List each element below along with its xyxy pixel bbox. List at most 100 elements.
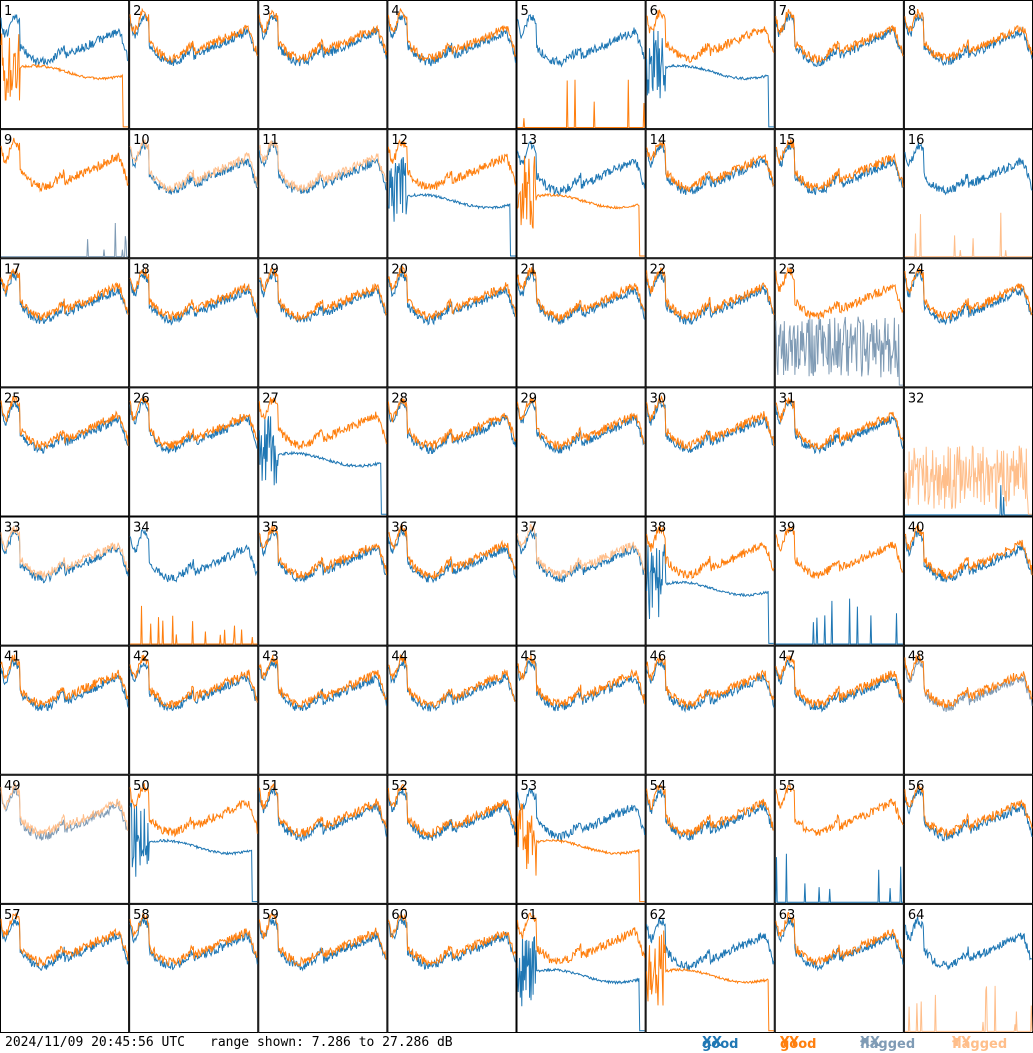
tile-number: 40 bbox=[908, 521, 925, 536]
tile-frame bbox=[903, 516, 1033, 646]
tile-39: 39 bbox=[774, 516, 904, 646]
tile-number: 48 bbox=[908, 650, 925, 665]
tile-number: 39 bbox=[779, 521, 796, 536]
tile-frame bbox=[129, 774, 259, 904]
tile-number: 17 bbox=[4, 262, 21, 277]
tile-number: 43 bbox=[262, 650, 279, 665]
tile-number: 25 bbox=[4, 391, 21, 406]
series-yy-flagged bbox=[0, 782, 129, 837]
tile-frame bbox=[516, 903, 646, 1033]
tile-number: 30 bbox=[650, 391, 667, 406]
series-yy-good bbox=[258, 397, 387, 451]
tile-number: 56 bbox=[908, 779, 925, 794]
legend-flagged-xx-suffix: XX bbox=[860, 1035, 881, 1050]
tile-61: 61 bbox=[516, 903, 646, 1033]
tile-15: 15 bbox=[774, 129, 904, 259]
series-yy-good bbox=[258, 525, 387, 580]
tile-number: 58 bbox=[133, 908, 150, 923]
tile-frame bbox=[387, 258, 517, 388]
legend-good-xx-prefix: good bbox=[702, 1037, 739, 1052]
tile-6: 6 bbox=[645, 0, 775, 130]
tile-frame bbox=[258, 774, 388, 904]
tile-frame bbox=[903, 903, 1033, 1033]
tile-number: 63 bbox=[779, 908, 796, 923]
series-xx-good bbox=[258, 14, 387, 67]
tile-number: 15 bbox=[779, 133, 796, 148]
tile-frame bbox=[516, 0, 646, 130]
tile-58: 58 bbox=[129, 903, 259, 1033]
tile-36: 36 bbox=[387, 516, 517, 646]
series-yy-good bbox=[258, 783, 387, 838]
tile-number: 27 bbox=[262, 391, 279, 406]
tile-frame bbox=[903, 258, 1033, 388]
tile-40: 40 bbox=[903, 516, 1033, 646]
series-yy-good bbox=[387, 397, 516, 450]
series-xx-flagged bbox=[775, 316, 903, 386]
tile-number: 49 bbox=[4, 779, 21, 794]
series-yy-good bbox=[388, 523, 516, 580]
tile-frame bbox=[0, 129, 130, 259]
tile-frame bbox=[774, 129, 904, 259]
tile-frame bbox=[387, 774, 517, 904]
tile-frame bbox=[903, 129, 1033, 259]
series-yy-good bbox=[517, 79, 646, 128]
tile-31: 31 bbox=[774, 387, 904, 517]
tile-19: 19 bbox=[258, 258, 388, 388]
tile-12: 12 bbox=[387, 129, 517, 259]
tile-number: 21 bbox=[521, 262, 538, 277]
series-yy-good bbox=[259, 267, 387, 322]
tile-frame bbox=[774, 0, 904, 130]
tile-frame bbox=[645, 258, 775, 388]
tile-number: 62 bbox=[650, 908, 667, 923]
tile-23: 23 bbox=[774, 258, 904, 388]
tile-8: 8 bbox=[903, 0, 1033, 130]
tile-number: 23 bbox=[779, 262, 796, 277]
tile-22: 22 bbox=[645, 258, 775, 388]
series-xx-good bbox=[387, 157, 516, 257]
tile-64: 64 bbox=[903, 903, 1033, 1033]
series-yy-good bbox=[775, 139, 904, 191]
tile-frame bbox=[387, 387, 517, 517]
series-yy-good bbox=[517, 912, 646, 965]
tile-51: 51 bbox=[258, 774, 388, 904]
tile-frame bbox=[774, 516, 904, 646]
tile-9: 9 bbox=[0, 129, 130, 259]
tile-number: 5 bbox=[521, 4, 529, 19]
series-yy-good bbox=[0, 33, 129, 128]
tile-number: 18 bbox=[133, 262, 150, 277]
series-yy-good bbox=[129, 654, 258, 708]
series-xx-good bbox=[646, 544, 774, 644]
series-yy-good bbox=[904, 268, 1033, 320]
tile-number: 4 bbox=[391, 4, 399, 19]
tile-57: 57 bbox=[0, 903, 130, 1033]
series-xx-good bbox=[646, 141, 775, 195]
tile-frame bbox=[516, 129, 646, 259]
tile-frame bbox=[0, 903, 130, 1033]
tile-number: 59 bbox=[262, 908, 279, 923]
series-yy-good bbox=[775, 911, 904, 966]
tile-59: 59 bbox=[258, 903, 388, 1033]
series-yy-good bbox=[646, 395, 775, 451]
tile-frame bbox=[774, 774, 904, 904]
tile-48: 48 bbox=[903, 645, 1033, 775]
tile-7: 7 bbox=[774, 0, 904, 130]
series-yy-flagged bbox=[258, 140, 387, 193]
series-yy-good bbox=[517, 803, 645, 903]
series-xx-good bbox=[0, 13, 129, 66]
tile-frame bbox=[129, 0, 259, 130]
tile-frame bbox=[516, 774, 646, 904]
series-xx-good bbox=[646, 28, 774, 128]
tile-number: 20 bbox=[391, 262, 408, 277]
tile-frame bbox=[645, 129, 775, 259]
tile-63: 63 bbox=[774, 903, 904, 1033]
tile-16: 16 bbox=[903, 129, 1033, 259]
tile-13: 13 bbox=[516, 129, 646, 259]
tile-number: 38 bbox=[650, 521, 667, 536]
tile-frame bbox=[129, 516, 259, 646]
tile-frame bbox=[129, 645, 259, 775]
tile-frame bbox=[774, 387, 904, 517]
tile-number: 47 bbox=[779, 650, 796, 665]
legend-good-yy-prefix: good bbox=[780, 1037, 817, 1052]
tile-44: 44 bbox=[387, 645, 517, 775]
tile-2: 2 bbox=[129, 0, 259, 130]
